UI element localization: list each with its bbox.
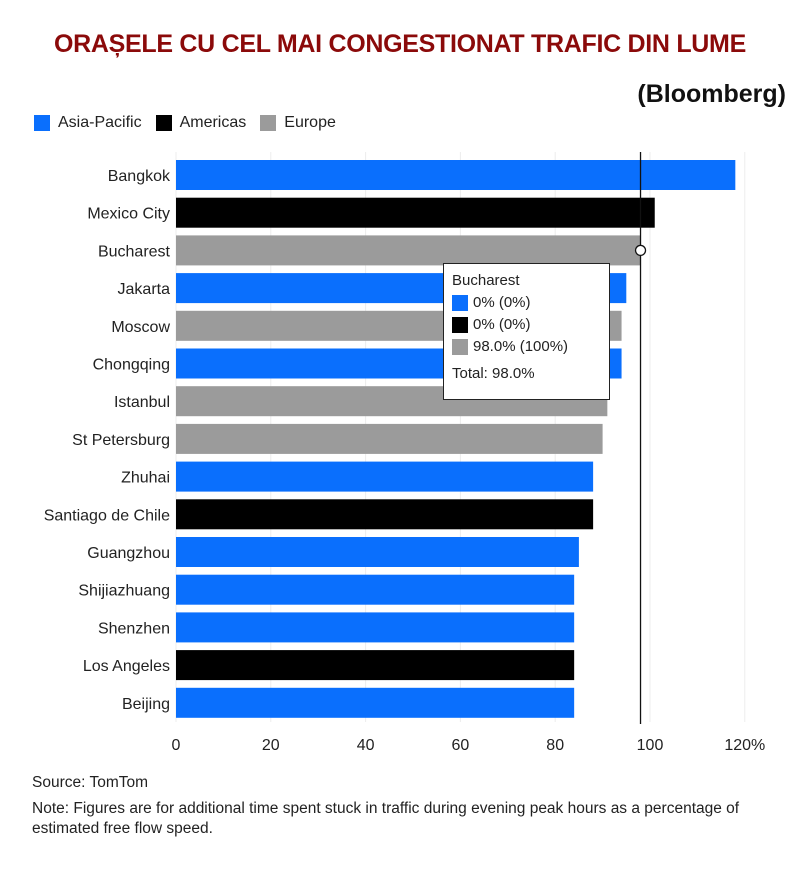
category-label: Istanbul: [114, 394, 170, 411]
category-label: Shenzhen: [98, 620, 170, 637]
source-text: Source: TomTom: [32, 774, 149, 791]
bar-guangzhou[interactable]: [176, 537, 579, 567]
tooltip-swatch: [452, 338, 468, 355]
tooltip-value: 0% (0%): [473, 294, 531, 311]
legend-item-asia-pacific[interactable]: Asia-Pacific: [34, 114, 142, 132]
bar-los-angeles[interactable]: [176, 650, 575, 681]
legend-swatch: [260, 115, 277, 131]
bar-shenzhen[interactable]: [176, 612, 575, 643]
bar-bucharest[interactable]: [176, 235, 641, 266]
legend-item-europe[interactable]: Europe: [260, 114, 336, 132]
bar-santiago-de-chile[interactable]: [176, 499, 594, 530]
tooltip-value: 0% (0%): [473, 316, 531, 333]
tooltip-row: 0% (0%): [452, 316, 601, 333]
tooltip: Bucharest 0% (0%) 0% (0%) 98.0% (100%) T…: [443, 263, 610, 400]
legend-label: Europe: [284, 114, 336, 131]
x-tick-label: 120%: [724, 737, 765, 754]
x-tick-label: 20: [262, 737, 280, 754]
category-label: Mexico City: [87, 206, 170, 223]
x-tick-label: 60: [452, 737, 470, 754]
chart-subtitle: (Bloomberg): [637, 80, 786, 108]
tooltip-value: 98.0% (100%): [473, 338, 569, 355]
hover-marker: [634, 244, 647, 257]
category-label: St Petersburg: [72, 432, 170, 449]
category-label: Bangkok: [108, 168, 171, 185]
category-label: Chongqing: [93, 357, 170, 374]
category-label: Jakarta: [118, 281, 171, 298]
category-label: Bucharest: [98, 243, 171, 260]
legend: Asia-Pacific Americas Europe: [34, 114, 336, 132]
x-tick-label: 0: [172, 737, 181, 754]
tooltip-row: 98.0% (100%): [452, 338, 601, 355]
legend-label: Asia-Pacific: [58, 114, 142, 131]
category-label: Moscow: [111, 319, 170, 336]
bar-bangkok[interactable]: [176, 160, 736, 190]
category-label: Beijing: [122, 696, 170, 713]
legend-swatch: [155, 115, 172, 131]
chart-title: ORAȘELE CU CEL MAI CONGESTIONAT TRAFIC D…: [54, 30, 746, 58]
tooltip-title: Bucharest: [452, 272, 520, 289]
tooltip-swatch: [452, 294, 468, 311]
legend-swatch: [34, 115, 50, 131]
category-label: Santiago de Chile: [44, 507, 170, 524]
tooltip-total: Total: 98.0%: [452, 365, 535, 382]
note-text: Note: Figures are for additional time sp…: [32, 800, 740, 837]
x-tick-label: 80: [546, 737, 564, 754]
legend-item-americas[interactable]: Americas: [155, 114, 247, 132]
category-label: Guangzhou: [87, 545, 170, 562]
x-tick-label: 100: [637, 737, 664, 754]
x-tick-label: 40: [357, 737, 375, 754]
bar-mexico-city[interactable]: [176, 197, 655, 228]
bar-zhuhai[interactable]: [176, 461, 594, 492]
bar-shijiazhuang[interactable]: [176, 574, 575, 605]
bar-st-petersburg[interactable]: [176, 423, 603, 454]
tooltip-row: 0% (0%): [452, 294, 601, 311]
category-label: Shijiazhuang: [78, 583, 170, 600]
category-label: Zhuhai: [121, 470, 170, 487]
tooltip-swatch: [452, 316, 468, 333]
legend-label: Americas: [179, 114, 247, 131]
bar-beijing[interactable]: [176, 687, 575, 718]
category-label: Los Angeles: [83, 658, 170, 675]
